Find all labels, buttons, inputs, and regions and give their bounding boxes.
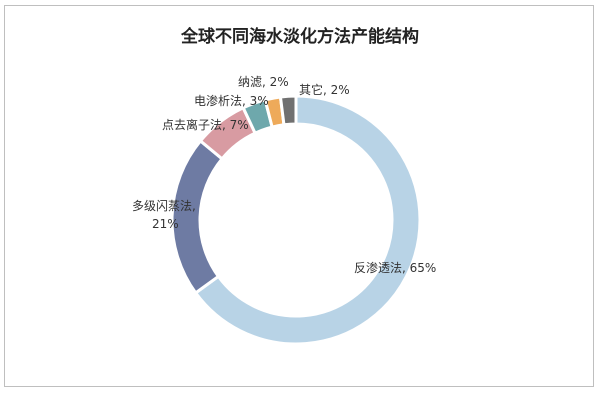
slice-other <box>278 94 298 127</box>
slice-msf <box>170 138 225 295</box>
label-other: 其它, 2% <box>299 82 350 97</box>
donut-slices <box>170 94 422 346</box>
label-deionization: 点去离子法, 7% <box>162 117 249 132</box>
label-reverse-osmosis: 反渗透法, 65% <box>354 260 436 275</box>
slice-reverse-osmosis <box>193 94 422 346</box>
label-electrodialysis: 电渗析法, 3% <box>194 93 269 108</box>
donut-labels: 反渗透法, 65% 多级闪蒸法, 21% 点去离子法, 7% 电渗析法, 3% … <box>132 75 436 275</box>
label-msf-line1: 多级闪蒸法, <box>132 199 196 213</box>
label-nanofiltration: 纳滤, 2% <box>238 75 289 89</box>
chart-title: 全球不同海水淡化方法产能结构 <box>181 27 419 47</box>
label-msf-line2: 21% <box>152 217 179 231</box>
